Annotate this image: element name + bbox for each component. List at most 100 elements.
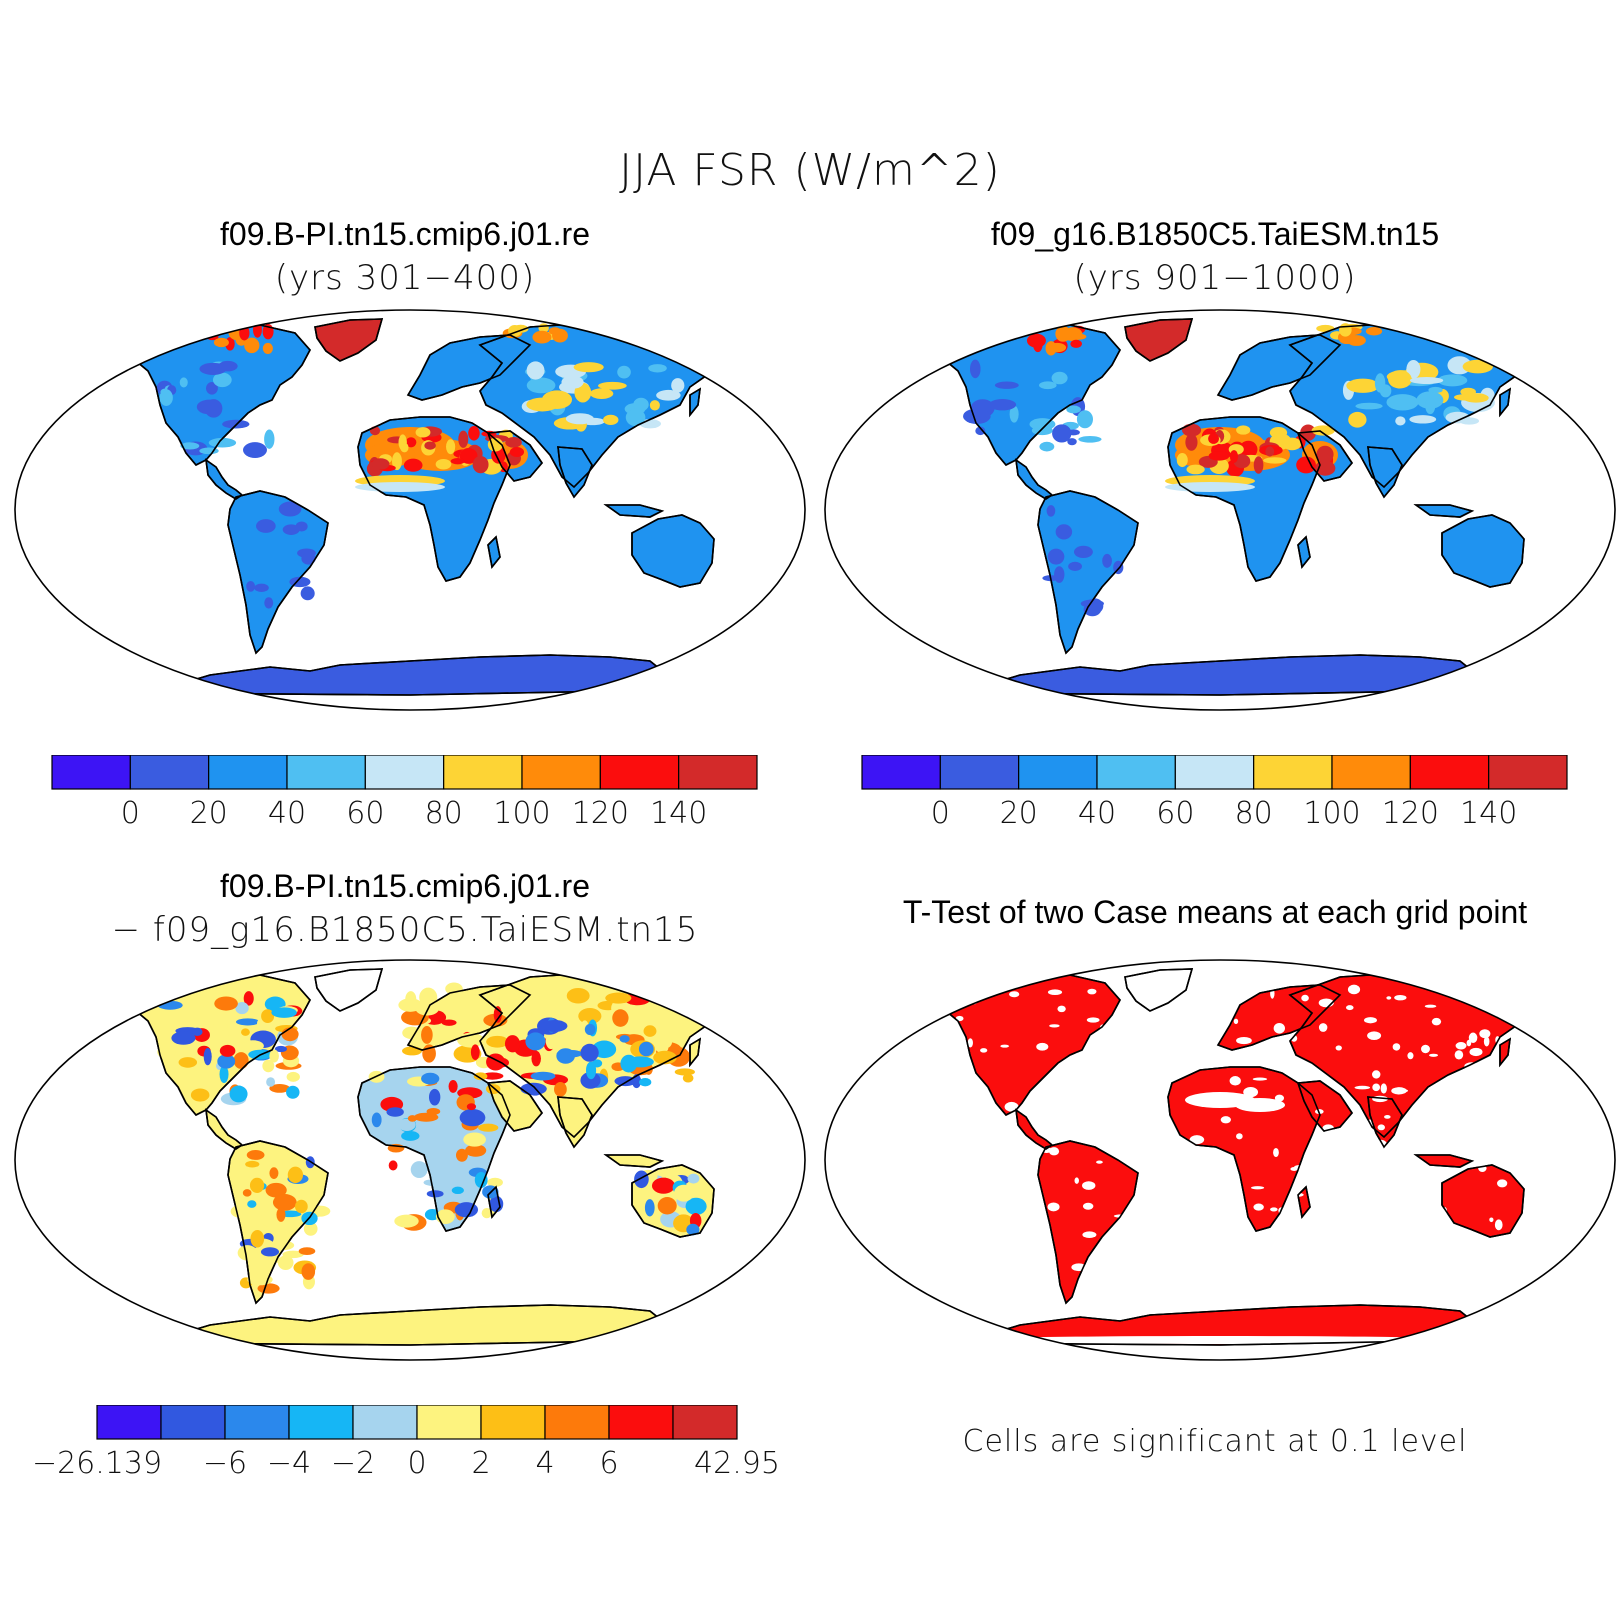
field-patch [1365, 327, 1383, 336]
field-patch [441, 1019, 457, 1026]
field-patch [1288, 1192, 1304, 1198]
coastline [486, 1080, 544, 1132]
field-patch [403, 458, 423, 472]
field-patch [303, 1222, 318, 1236]
field-patch [266, 1077, 276, 1087]
field-patch [1394, 994, 1407, 1001]
field-patch [1388, 370, 1412, 389]
field-patch [1070, 339, 1082, 348]
field-patch [1253, 1203, 1264, 1211]
coastline [1037, 490, 1139, 655]
coastline [1296, 1080, 1354, 1132]
field-patch [196, 399, 222, 415]
panel-diff-subtitle: − f09_g16.B1850C5.TaiESM.tn15 [111, 910, 699, 950]
colorbar-tick-label: 100 [493, 796, 550, 831]
field-patch [237, 1245, 258, 1261]
field-patch [626, 1056, 654, 1068]
field-patch [1233, 1018, 1239, 1024]
field-patch [1296, 456, 1316, 474]
field-patch [1213, 1218, 1219, 1229]
field-patch [286, 1085, 300, 1099]
coastline [1037, 1140, 1139, 1305]
field-patch [451, 1186, 464, 1195]
field-patch [242, 1189, 252, 1197]
colorbar-tick-label: 2 [471, 1446, 490, 1481]
coastline [1124, 968, 1194, 1012]
coastline [314, 968, 384, 1012]
field-patch [450, 458, 465, 465]
field-patch [1074, 1177, 1079, 1184]
field-patch [281, 1027, 299, 1042]
field-patch [1452, 1115, 1466, 1126]
field-patch [1474, 1250, 1483, 1255]
field-patch [1211, 1216, 1225, 1220]
field-patch [504, 1035, 521, 1053]
field-patch [992, 1258, 1003, 1269]
field-patch [1336, 1194, 1341, 1204]
field-patch [1435, 1227, 1447, 1232]
colorbar-box [160, 1405, 226, 1440]
field-patch [605, 992, 632, 1004]
map-boundary [14, 959, 806, 1361]
field-patch [1125, 1265, 1142, 1273]
coastline [314, 318, 384, 362]
field-patch [468, 425, 480, 441]
field-patch [673, 1184, 694, 1202]
colorbar-box [288, 1405, 354, 1440]
field-patch [262, 342, 273, 355]
field-patch [1070, 1104, 1076, 1112]
field-patch [1185, 433, 1198, 451]
field-patch [1223, 1010, 1232, 1017]
colorbar-tick-label: 140 [1460, 796, 1517, 831]
field-patch [1316, 324, 1335, 333]
field-patch [685, 1197, 707, 1216]
field-patch [261, 1009, 275, 1024]
coastline [603, 1154, 665, 1168]
colorbar-box [129, 755, 210, 790]
coastline [603, 504, 665, 518]
field-patch [397, 1118, 416, 1132]
field-patch [698, 1182, 708, 1190]
coastline [1297, 535, 1311, 569]
field-patch [1182, 423, 1202, 437]
field-patch [250, 1229, 265, 1248]
coastline [1413, 504, 1475, 518]
field-patch [1469, 1047, 1483, 1057]
colorbar-tick-label: −2 [331, 1446, 375, 1481]
field-patch [1468, 1099, 1474, 1109]
land-southAmerica [227, 490, 329, 655]
colorbar-box [416, 1405, 482, 1440]
colorbar-box [861, 755, 941, 790]
field-patch [398, 434, 407, 451]
field-patch [446, 439, 456, 455]
field-patch [463, 1132, 486, 1147]
field-patch [1429, 1053, 1439, 1057]
field-patch [1409, 377, 1444, 384]
colorbar-case1: 0 20 40 60 80 100 120 140 [51, 755, 758, 831]
field-patch [1372, 1070, 1381, 1079]
field-patch [1046, 505, 1056, 517]
coastline [406, 334, 532, 401]
field-patch [1118, 1239, 1129, 1244]
field-patch [1522, 1058, 1535, 1068]
field-patch [1437, 1090, 1447, 1095]
field-patch [1009, 405, 1019, 423]
field-patch [573, 362, 604, 373]
field-patch [405, 437, 417, 448]
field-patch [1086, 1017, 1100, 1023]
field-patch [1053, 1087, 1063, 1099]
colorbar-tick-label: 100 [1303, 796, 1360, 831]
field-patch [1306, 1227, 1316, 1235]
colorbar-tick-label: 120 [572, 796, 629, 831]
field-patch [1112, 1063, 1126, 1074]
field-patch [1122, 1010, 1138, 1021]
field-patch [435, 459, 452, 470]
field-patch [424, 441, 436, 450]
coastline [557, 1096, 593, 1149]
field-patch [1462, 359, 1493, 374]
field-patch [1333, 1223, 1342, 1235]
field-patch [264, 429, 275, 449]
field-patch [1301, 994, 1309, 1002]
field-patch [203, 1048, 212, 1066]
coastline [631, 1164, 715, 1238]
